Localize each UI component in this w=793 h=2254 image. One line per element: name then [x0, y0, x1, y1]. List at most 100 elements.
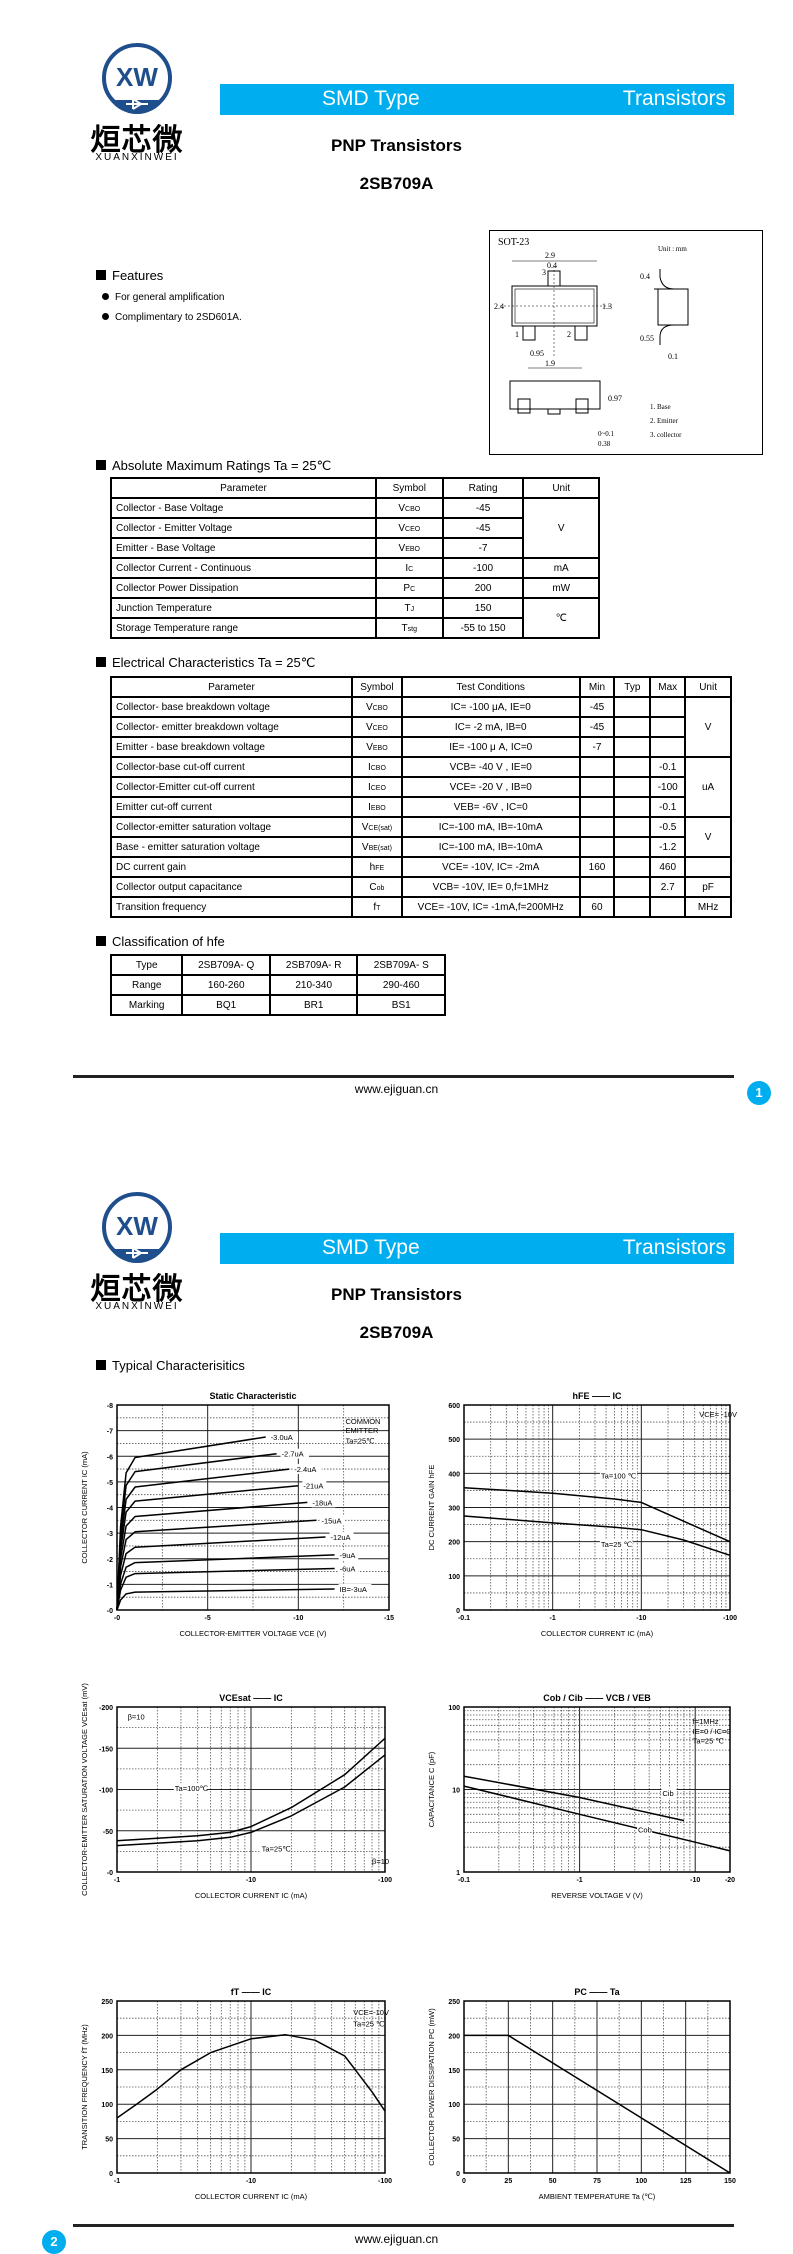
- chart-annotation: β=10: [372, 1857, 389, 1866]
- class-cell: BR1: [268, 994, 359, 1016]
- x-tick-label: -5: [205, 1615, 211, 1622]
- series-line: [116, 1588, 335, 1611]
- series-line: [464, 2034, 731, 2174]
- class-cell: 210-340: [268, 974, 359, 996]
- table-header-row: Parameter Symbol Test Conditions Min Typ Max U…: [110, 676, 732, 698]
- y-tick-label: -50: [103, 1829, 113, 1836]
- unit-cell: V: [684, 816, 732, 858]
- value-cell: 2.7: [649, 876, 687, 898]
- classification-table: Type 2SB709A- Q 2SB709A- R 2SB709A- S Range 1…: [109, 954, 446, 1016]
- column-header: Parameter: [110, 477, 377, 499]
- series-line: [116, 1554, 335, 1611]
- value-cell: 460: [649, 856, 687, 878]
- package-drawing: SOT-23 Unit : mm 2.9 0.4 1.3 2.4 0.95 1.…: [489, 230, 763, 455]
- x-tick-label: 50: [549, 2178, 557, 2185]
- chart-capacitance-vs-voltage: -0.1 -1 -10 -20 1 10 100 Cob / Cib —— VCB / VEB…: [427, 1693, 735, 1900]
- x-tick-label: 0: [462, 2178, 466, 2185]
- chart-svg: -1 -10 -100 0 50 100 150 200 250 fT —— IC COLLECTO…: [80, 1987, 392, 2201]
- parameter-cell: Transition frequency: [110, 896, 353, 918]
- parameter-cell: Emitter cut-off current: [110, 796, 353, 818]
- logo-letters: XW: [116, 1211, 158, 1241]
- logo-emblem: XW: [102, 43, 172, 115]
- column-header: Parameter: [110, 676, 353, 698]
- symbol-cell: TJ: [374, 597, 444, 619]
- parameter-cell: Collector - Emitter Voltage: [110, 517, 377, 539]
- value-cell: -0.5: [649, 816, 687, 838]
- value-cell: IC= -2 mA, IB=0: [400, 716, 581, 738]
- footer-website[interactable]: www.ejiguan.cn: [354, 1082, 439, 1096]
- y-axis-label: COLLECTOR CURRENT IC (mA): [80, 1451, 89, 1564]
- plot-frame: [116, 2000, 386, 2174]
- part-number: 2SB709A: [359, 1323, 434, 1342]
- class-cell: 290-460: [356, 974, 446, 996]
- unit-cell: mW: [522, 577, 600, 599]
- symbol-cell: VCEO: [350, 716, 403, 738]
- chart-vcesat-vs-ic: -1 -10 -100 -0 -50 -100 -150 -200 VCEsat —— IC CO…: [80, 1683, 392, 1900]
- chart-pc-vs-ta: 0 25 50 75 100 125 150 0 50 100 150 200 250 PC —— Ta A…: [427, 1987, 736, 2201]
- y-tick-label: -1: [107, 1582, 113, 1589]
- x-tick-label: -10: [636, 1615, 646, 1622]
- symbol-cell: IEBO: [350, 796, 403, 818]
- company-logo: XW 烜芯微 XUANXINWEI: [82, 40, 192, 165]
- device-type: PNP Transistors: [330, 1285, 463, 1304]
- x-tick-label: 100: [635, 2178, 647, 2185]
- series-label: -12uA: [331, 1533, 351, 1542]
- footer-website[interactable]: www.ejiguan.cn: [354, 2232, 439, 2246]
- chart-title: fT —— IC: [231, 1987, 272, 1997]
- value-cell: [578, 836, 616, 858]
- plot-frame: [463, 1404, 731, 1611]
- dim-label: 0.1: [668, 352, 678, 361]
- parameter-cell: Collector - Base Voltage: [110, 497, 377, 519]
- value-cell: [613, 796, 652, 818]
- parameter-cell: Junction Temperature: [110, 597, 377, 619]
- chart-annotation: Ta=25℃: [345, 1436, 375, 1445]
- column-header: Unit: [684, 676, 732, 698]
- value-cell: [613, 896, 652, 918]
- value-cell: -100: [649, 776, 687, 798]
- y-tick-label: -3: [107, 1531, 113, 1538]
- y-tick-label: -4: [107, 1506, 113, 1513]
- parameter-cell: Collector output capacitance: [110, 876, 353, 898]
- y-tick-label: 100: [448, 2102, 460, 2109]
- series-label-bg: [173, 1783, 207, 1794]
- y-tick-label: 50: [452, 2137, 460, 2144]
- parameter-cell: Emitter - Base Voltage: [110, 537, 377, 559]
- series-label-bg: [320, 1515, 345, 1526]
- x-axis-label: REVERSE VOLTAGE V (V): [551, 1891, 643, 1900]
- footer-divider: [73, 1075, 734, 1078]
- symbol-cell: IC: [374, 557, 444, 579]
- value-cell: IC= -100 μA, IE=0: [400, 696, 581, 718]
- table-row: Collector Power Dissipation PC 200 mW: [110, 577, 600, 599]
- x-tick-label: -10: [246, 2178, 256, 2185]
- column-header: Test Conditions: [400, 676, 581, 698]
- x-tick-label: -100: [723, 1615, 737, 1622]
- chart-svg: -0.1 -1 -10 -100 0 100 200 300 400 500 600 hFE —— I…: [427, 1391, 737, 1638]
- column-header: Typ: [613, 676, 652, 698]
- chart-annotation: Ta=25 ℃: [353, 2019, 385, 2028]
- table-row: DC current gain hFE VCE= -10V, IC= -2mA 160…: [110, 856, 732, 878]
- chart-annotation: β=10: [128, 1712, 145, 1721]
- y-tick-label: 1: [456, 1870, 460, 1877]
- chart-title: hFE —— IC: [573, 1391, 622, 1401]
- parameter-cell: Collector-emitter saturation voltage: [110, 816, 353, 838]
- series-line: [116, 1519, 317, 1611]
- series-label: -15uA: [321, 1516, 341, 1525]
- y-tick-label: -6: [107, 1454, 113, 1461]
- class-cell: 2SB709A- S: [356, 954, 446, 976]
- y-tick-label: 50: [105, 2137, 113, 2144]
- table-row: Collector- base breakdown voltage VCBO IC=…: [110, 696, 732, 758]
- chart-title: Cob / Cib —— VCB / VEB: [543, 1693, 651, 1703]
- table-row: Emitter - Base Voltage VEBO -7: [110, 537, 599, 559]
- series-label: Cib: [662, 1789, 673, 1798]
- parameter-cell: Collector- emitter breakdown voltage: [110, 716, 353, 738]
- chart-ft-vs-ic: -1 -10 -100 0 50 100 150 200 250 fT —— IC COLLECTO…: [80, 1987, 392, 2201]
- column-header: Unit: [522, 477, 600, 499]
- series-label-bg: [338, 1549, 359, 1560]
- value-cell: -7: [578, 736, 616, 758]
- value-cell: VCB= -40 V , IE=0: [400, 756, 581, 778]
- table-row: Collector output capacitance Cob VCB= -10V…: [110, 876, 732, 898]
- logo-letters: XW: [116, 62, 158, 92]
- x-tick-label: -100: [378, 2178, 392, 2185]
- plot-frame: [116, 1706, 386, 1873]
- value-cell: 150: [441, 597, 525, 619]
